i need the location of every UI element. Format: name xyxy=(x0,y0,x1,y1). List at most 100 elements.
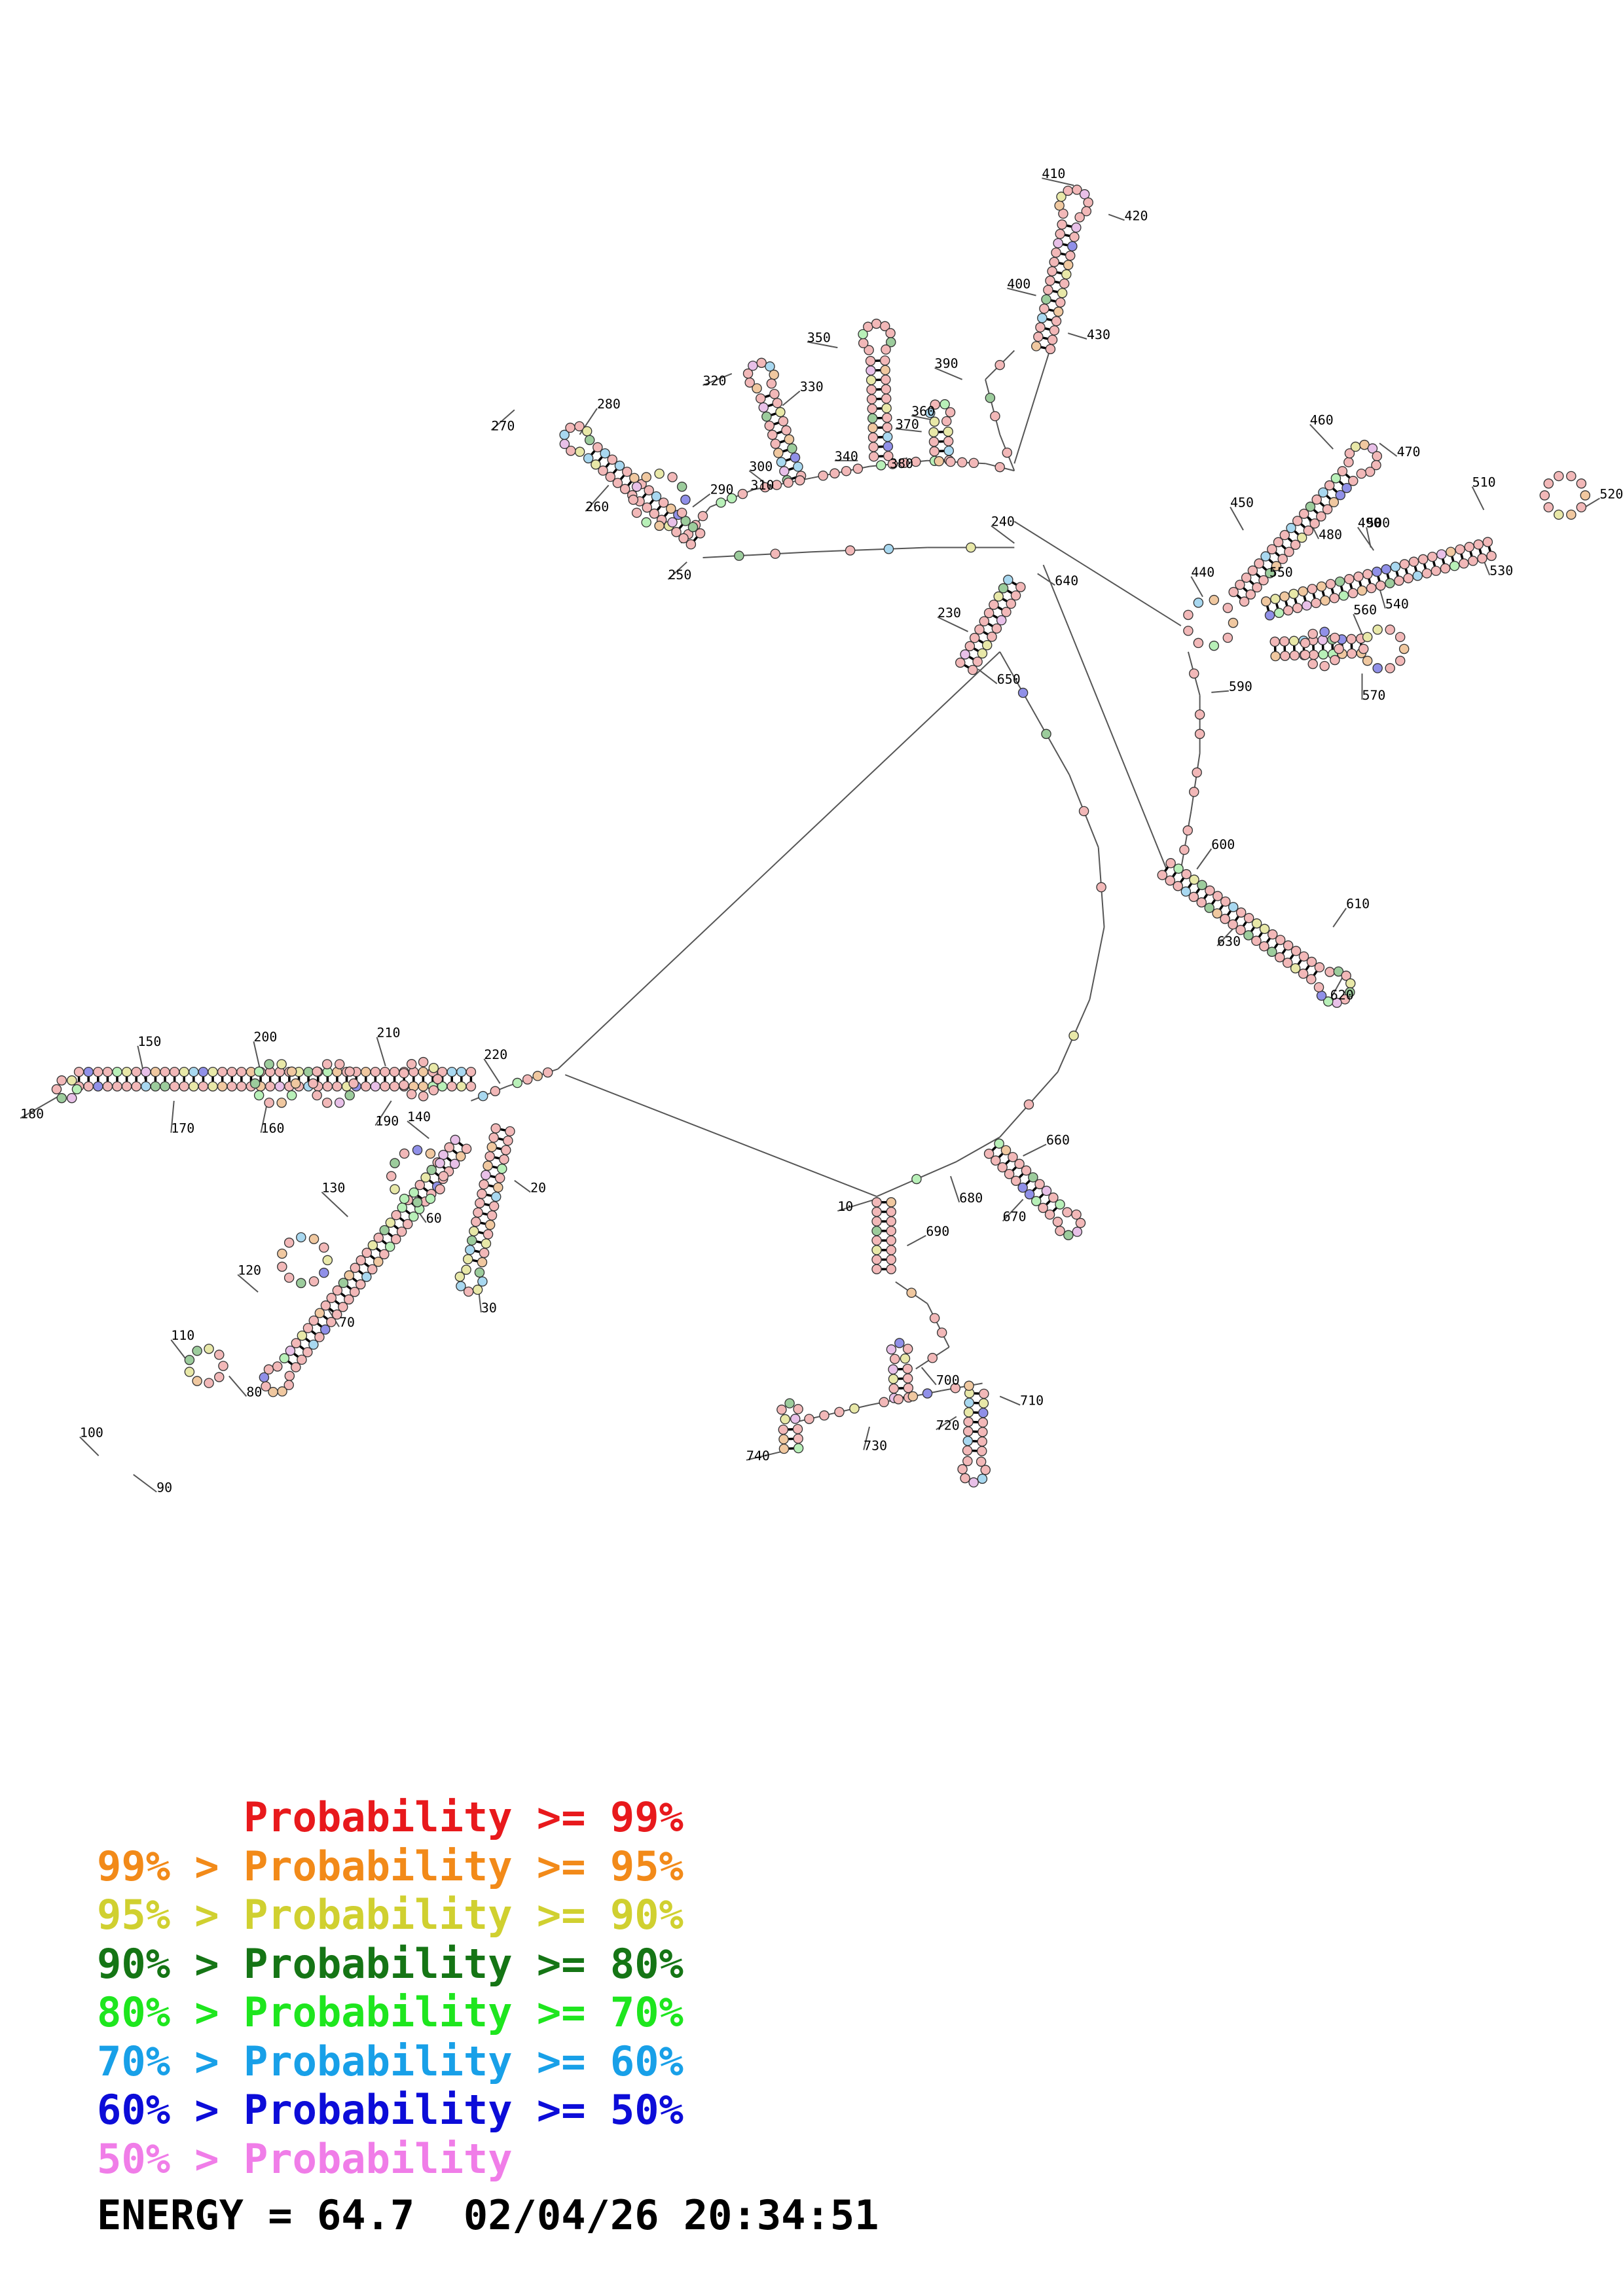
nucleotide xyxy=(420,1172,431,1183)
position-label: 680 xyxy=(959,1191,983,1206)
nucleotide xyxy=(1235,579,1245,590)
nucleotide xyxy=(1235,907,1247,918)
nucleotide xyxy=(654,520,665,531)
nucleotide xyxy=(1247,565,1258,576)
nucleotide xyxy=(454,1271,465,1282)
nucleotide xyxy=(900,1353,911,1364)
nucleotide xyxy=(922,1388,933,1399)
position-label: 400 xyxy=(1007,276,1030,291)
nucleotide xyxy=(409,1187,419,1198)
nucleotide xyxy=(490,1191,501,1202)
nucleotide xyxy=(483,1229,494,1240)
position-label: 290 xyxy=(710,482,734,497)
nucleotide xyxy=(349,1287,360,1297)
nucleotide xyxy=(308,1276,319,1287)
nucleotide xyxy=(911,456,921,467)
nucleotide xyxy=(1220,914,1230,924)
nucleotide xyxy=(871,1225,882,1236)
nucleotide xyxy=(1209,640,1220,651)
nucleotide xyxy=(1362,655,1373,666)
nucleotide xyxy=(283,1380,294,1390)
nucleotide xyxy=(1213,891,1223,901)
nucleotide xyxy=(1357,585,1368,596)
nucleotide xyxy=(1220,896,1231,907)
nucleotide xyxy=(236,1081,247,1092)
nucleotide xyxy=(899,457,909,469)
nucleotide xyxy=(1205,885,1215,896)
nucleotide xyxy=(1028,1172,1038,1183)
nucleotide xyxy=(1096,882,1106,893)
legend-entry-4: 80% > Probability >= 70% xyxy=(97,1988,684,2037)
nucleotide xyxy=(1245,589,1256,600)
nucleotide xyxy=(866,394,877,404)
nucleotide xyxy=(1189,787,1199,797)
nucleotide xyxy=(1052,1217,1063,1227)
nucleotide xyxy=(418,1056,429,1067)
nucleotide xyxy=(994,1138,1004,1149)
nucleotide xyxy=(1307,584,1318,594)
nucleotide xyxy=(960,649,970,660)
nucleotide xyxy=(1337,466,1348,476)
nucleotide xyxy=(56,1075,67,1086)
nucleotide xyxy=(456,1081,467,1092)
nucleotide xyxy=(888,1374,899,1384)
position-label: 480 xyxy=(1319,527,1342,542)
nucleotide xyxy=(671,527,682,537)
position-label: 560 xyxy=(1353,602,1377,617)
nucleotide xyxy=(886,1264,896,1274)
legend-prefix: 50% > xyxy=(97,2134,244,2183)
nucleotide xyxy=(184,1355,195,1365)
nucleotide xyxy=(321,1059,333,1069)
nucleotide xyxy=(886,1245,896,1255)
nucleotide xyxy=(425,1148,436,1159)
nucleotide xyxy=(1015,582,1026,592)
nucleotide xyxy=(1189,668,1199,679)
nucleotide xyxy=(264,1081,276,1092)
nucleotide xyxy=(778,1443,790,1454)
nucleotide xyxy=(641,472,651,482)
nucleotide xyxy=(1055,228,1066,240)
nucleotide xyxy=(667,472,678,482)
nucleotide xyxy=(1004,1168,1015,1179)
nucleotide xyxy=(356,1279,366,1290)
nucleotide xyxy=(1267,544,1277,554)
nucleotide xyxy=(308,1078,318,1089)
nucleotide xyxy=(179,1081,189,1092)
nucleotide xyxy=(964,1380,974,1391)
nucleotide xyxy=(1181,869,1192,880)
nucleotide xyxy=(1275,952,1285,963)
nucleotide xyxy=(314,1308,325,1318)
nucleotide xyxy=(1254,558,1264,569)
nucleotide xyxy=(804,1414,814,1424)
nucleotide xyxy=(192,1346,202,1356)
nucleotide xyxy=(214,1372,225,1382)
nucleotide xyxy=(968,664,978,675)
legend-entry-2: 95% > Probability >= 90% xyxy=(97,1891,684,1940)
nucleotide xyxy=(881,374,891,385)
nucleotide xyxy=(1290,539,1301,550)
position-label: 490 xyxy=(1358,516,1381,531)
nucleotide xyxy=(93,1081,103,1092)
nucleotide xyxy=(628,494,639,505)
nucleotide xyxy=(1057,287,1068,298)
nucleotide xyxy=(179,1066,189,1077)
nucleotide xyxy=(957,1464,968,1475)
nucleotide xyxy=(697,511,708,522)
nucleotide xyxy=(1372,663,1383,673)
nucleotide xyxy=(968,457,979,469)
nucleotide xyxy=(834,1407,845,1418)
nucleotide xyxy=(1059,278,1070,289)
nucleotide xyxy=(1322,996,1334,1007)
nucleotide xyxy=(379,1225,390,1236)
nucleotide xyxy=(867,403,877,414)
nucleotide xyxy=(189,1081,199,1092)
nucleotide xyxy=(771,480,782,490)
nucleotide xyxy=(654,468,665,479)
nucleotide xyxy=(886,1344,897,1355)
nucleotide xyxy=(1273,537,1284,548)
position-label: 160 xyxy=(261,1121,285,1136)
nucleotide xyxy=(565,422,575,433)
nucleotide xyxy=(990,411,1000,422)
nucleotide xyxy=(1279,651,1290,661)
nucleotide xyxy=(379,1249,390,1260)
